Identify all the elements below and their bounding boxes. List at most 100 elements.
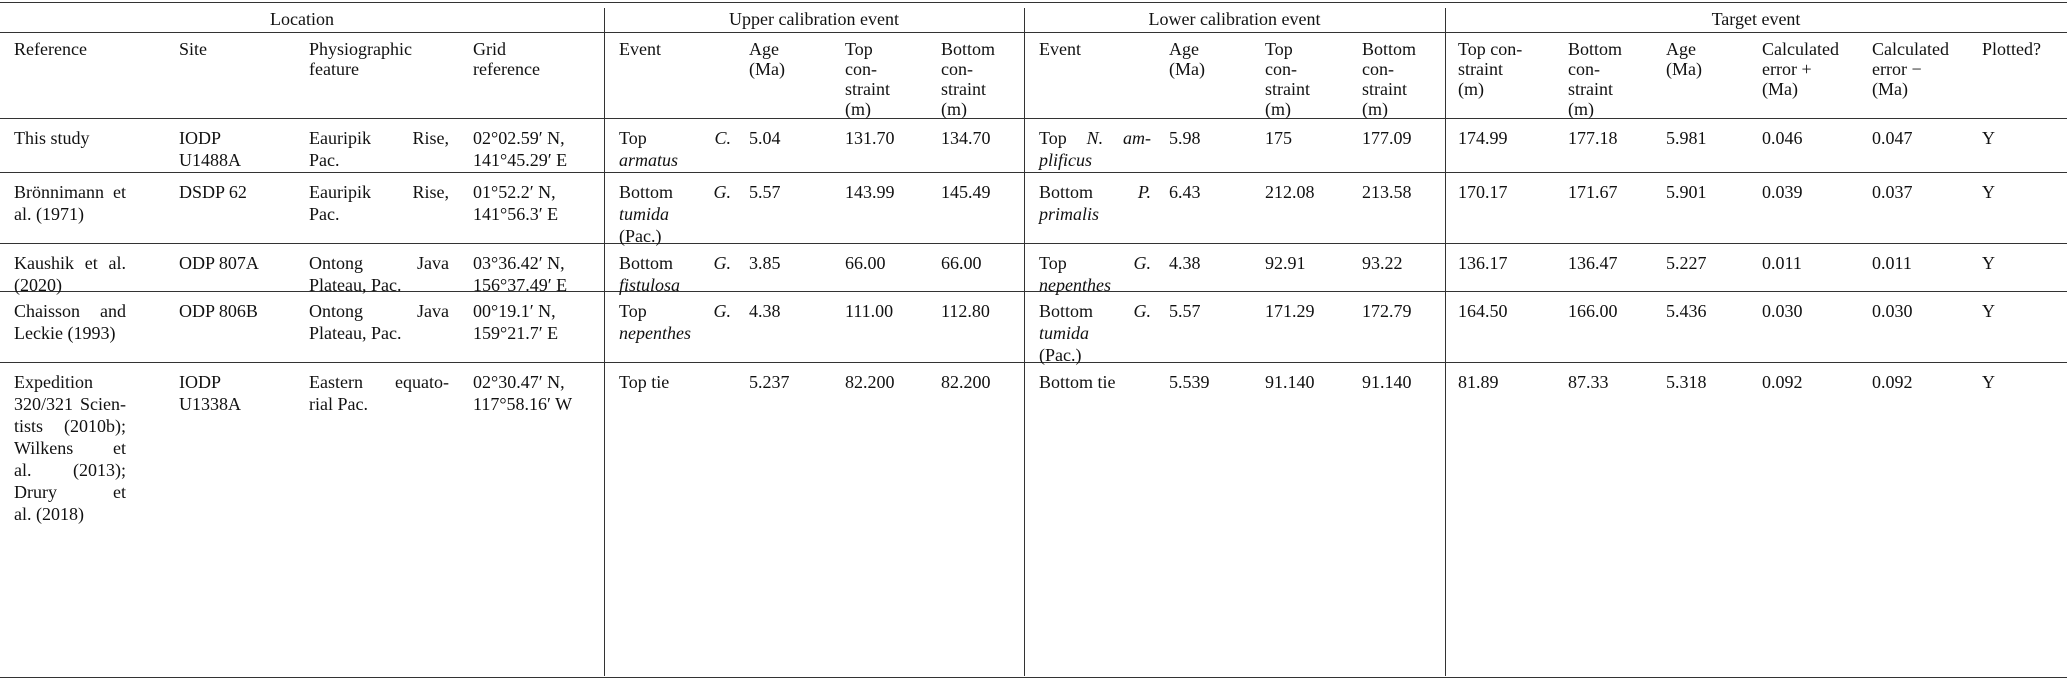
cell-grid-reference: 01°52.2′ N, [473, 182, 556, 202]
cell-target-bottom: 166.00 [1568, 301, 1618, 321]
cell-lower-top: 92.91 [1265, 253, 1306, 273]
group-divider [1445, 8, 1446, 676]
cell-upper-event: Bottom G. [619, 179, 731, 206]
cell-upper-event: Top C. [619, 125, 731, 152]
group-header-upper-calibration: Upper calibration event [729, 9, 899, 29]
cell-upper-top: 143.99 [845, 182, 895, 202]
column-header-target-top: Top con- [1458, 39, 1523, 59]
taxon-name: tumida [1039, 323, 1090, 343]
cell-lower-age: 5.98 [1169, 128, 1201, 148]
cell-reference: al. (2018) [14, 504, 84, 524]
cell-lower-event: tumida [1039, 320, 1151, 347]
taxon-name: G. [1133, 253, 1152, 273]
taxon-name: G. [713, 182, 732, 202]
cell-upper-bottom: 112.80 [941, 301, 990, 321]
table-bottom-rule [0, 677, 2067, 678]
column-header-error-plus: (Ma) [1762, 79, 1798, 99]
cell-error-plus: 0.011 [1762, 253, 1802, 273]
cell-lower-top: 212.08 [1265, 182, 1315, 202]
cell-reference: Brönnimann et [14, 182, 126, 202]
column-header-reference: Reference [14, 39, 87, 59]
cell-physiographic-feature: Pac. [309, 204, 340, 224]
column-header-target-bottom: Bottom [1568, 39, 1623, 59]
group-header-lower-calibration: Lower calibration event [1148, 9, 1321, 29]
column-header-target-bottom: con- [1568, 59, 1600, 79]
column-header-error-plus: Calculated [1762, 39, 1839, 59]
cell-upper-event: armatus [619, 147, 731, 174]
cell-lower-event: Bottom G. [1039, 298, 1151, 325]
cell-upper-top: 82.200 [845, 372, 895, 392]
cell-physiographic-feature: Plateau, Pac. [309, 275, 402, 295]
column-header-lower-bottom: straint [1362, 79, 1407, 99]
cell-target-top: 174.99 [1458, 128, 1508, 148]
event-text: Bottom [619, 182, 714, 202]
cell-lower-bottom: 172.79 [1362, 301, 1412, 321]
column-header-lower-bottom: con- [1362, 59, 1394, 79]
column-header-target-top: (m) [1458, 79, 1484, 99]
cell-upper-bottom: 66.00 [941, 253, 982, 273]
cell-upper-bottom: 145.49 [941, 182, 991, 202]
cell-upper-event: (Pac.) [619, 223, 731, 250]
column-header-target-bottom: straint [1568, 79, 1613, 99]
column-header-upper-top: (m) [845, 99, 871, 119]
cell-site: IODP [179, 128, 222, 148]
cell-target-bottom: 177.18 [1568, 128, 1618, 148]
event-text: Bottom tie [1039, 372, 1116, 392]
cell-target-age: 5.901 [1666, 182, 1707, 202]
cell-physiographic-feature: Pac. [309, 150, 340, 170]
cell-lower-event: primalis [1039, 201, 1151, 228]
cell-grid-reference: 156°37.49′ E [473, 275, 568, 295]
cell-reference: al. (2013); [14, 460, 126, 480]
column-header-target-top: straint [1458, 59, 1503, 79]
event-text: Bottom [1039, 182, 1138, 202]
cell-reference: Leckie (1993) [14, 323, 116, 343]
cell-plotted: Y [1982, 301, 1995, 321]
cell-physiographic-feature: Ontong Java [309, 301, 449, 321]
row-rule [0, 291, 2067, 292]
cell-error-minus: 0.092 [1872, 372, 1913, 392]
column-header-upper-age: (Ma) [749, 59, 785, 79]
cell-error-minus: 0.011 [1872, 253, 1912, 273]
column-header-upper-bottom: Bottom [941, 39, 996, 59]
event-text: Top [1039, 128, 1087, 148]
taxon-name: nepenthes [619, 323, 691, 343]
cell-upper-event: fistulosa [619, 272, 731, 299]
cell-upper-bottom: 82.200 [941, 372, 991, 392]
cell-physiographic-feature: Eastern equato- [309, 372, 449, 392]
cell-upper-bottom: 134.70 [941, 128, 991, 148]
cell-plotted: Y [1982, 182, 1995, 202]
event-text: Bottom [619, 253, 714, 273]
cell-upper-age: 5.237 [749, 372, 790, 392]
cell-reference: Expedition [14, 372, 93, 392]
cell-reference: Kaushik et al. [14, 253, 126, 273]
column-header-lower-top: Top [1265, 39, 1293, 59]
group-header-location: Location [270, 9, 334, 29]
column-header-upper-bottom: (m) [941, 99, 967, 119]
cell-error-plus: 0.030 [1762, 301, 1803, 321]
cell-lower-age: 4.38 [1169, 253, 1201, 273]
cell-upper-event: nepenthes [619, 320, 731, 347]
cell-lower-bottom: 177.09 [1362, 128, 1412, 148]
cell-reference: This study [14, 128, 90, 148]
column-header-lower-age: Age [1169, 39, 1199, 59]
group-rule [0, 32, 2067, 33]
cell-target-age: 5.981 [1666, 128, 1707, 148]
event-text: Top [619, 128, 715, 148]
taxon-name: primalis [1039, 204, 1100, 224]
event-text: (Pac.) [619, 226, 662, 246]
event-text: Top [619, 301, 714, 321]
row-rule [0, 362, 2067, 363]
cell-lower-event: Top G. [1039, 250, 1151, 277]
cell-site: ODP 807A [179, 253, 259, 273]
cell-site: U1488A [179, 150, 241, 170]
column-header-lower-top: (m) [1265, 99, 1291, 119]
cell-lower-bottom: 93.22 [1362, 253, 1403, 273]
column-header-upper-bottom: straint [941, 79, 986, 99]
cell-target-age: 5.318 [1666, 372, 1707, 392]
cell-site: IODP [179, 372, 222, 392]
column-header-upper-top: Top [845, 39, 873, 59]
cell-grid-reference: 141°56.3′ E [473, 204, 559, 224]
column-header-upper-bottom: con- [941, 59, 973, 79]
taxon-name: tumida [619, 204, 670, 224]
